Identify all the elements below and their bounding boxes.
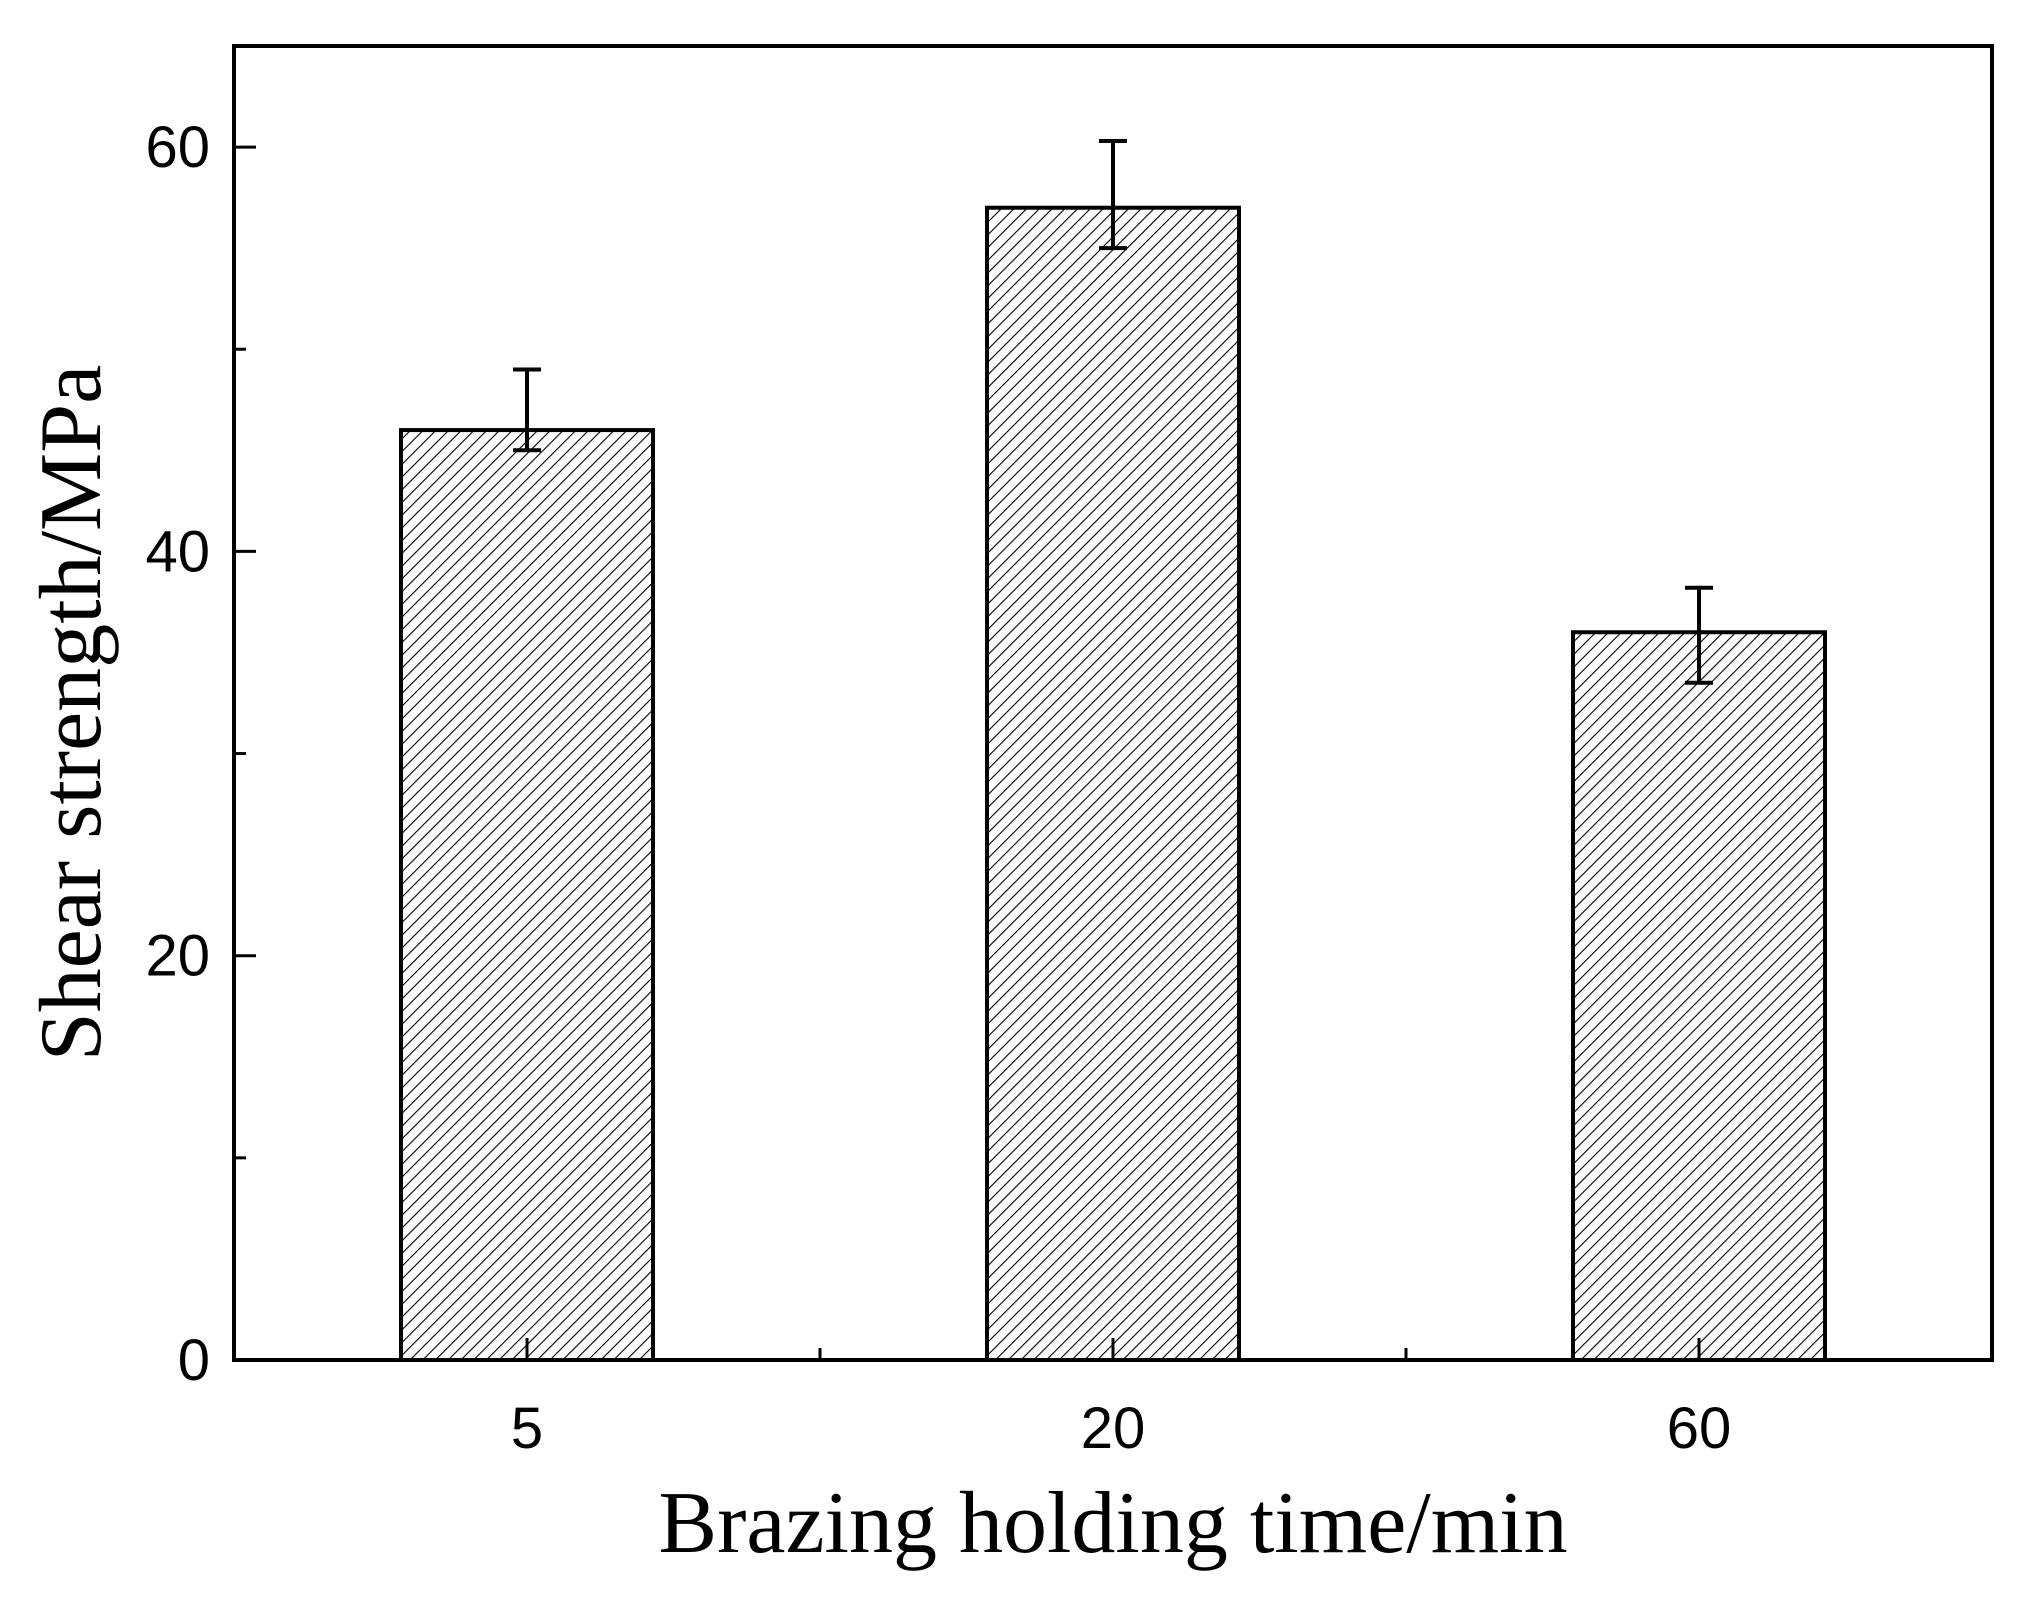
- y-tick-label: 0: [178, 1328, 210, 1393]
- y-axis-title: Shear strength/MPa: [23, 365, 120, 1062]
- error-bars-layer: [513, 139, 1713, 685]
- x-tick-label: 5: [511, 1396, 543, 1461]
- x-tick-label: 60: [1667, 1396, 1732, 1461]
- y-tick-label: 20: [145, 924, 210, 989]
- bars-layer: [399, 205, 1827, 1363]
- y-tick-label: 40: [145, 519, 210, 584]
- x-axis-title: Brazing holding time/min: [658, 1475, 1567, 1572]
- ticks-layer: [234, 145, 1701, 1362]
- x-tick-label: 20: [1081, 1396, 1146, 1461]
- tick-labels-layer: 5 20 60 0 20 40 60: [145, 115, 1731, 1461]
- y-tick-label: 60: [145, 115, 210, 180]
- bar: [399, 428, 655, 1363]
- bar: [1571, 630, 1827, 1362]
- bar: [985, 205, 1241, 1363]
